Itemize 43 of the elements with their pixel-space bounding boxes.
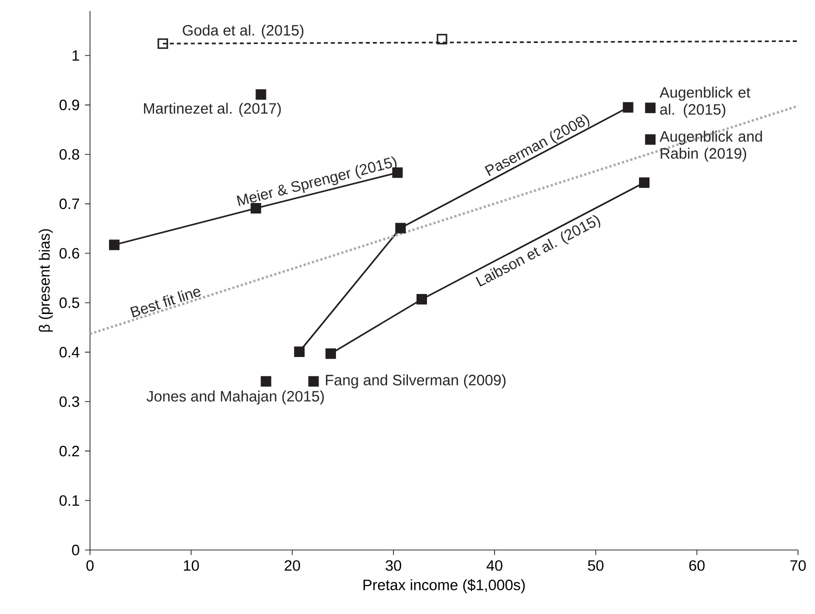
point: [645, 134, 656, 145]
point: [158, 38, 168, 49]
y-tick-label: 0.2: [60, 446, 80, 456]
x-tick-label: 70: [790, 560, 806, 571]
point: [109, 240, 120, 250]
x-tick-label: 10: [184, 560, 199, 571]
y-tick-label: 0.5: [60, 297, 80, 308]
point: [325, 348, 336, 359]
y-tick-label: 0.9: [60, 100, 80, 110]
point: [645, 102, 656, 114]
series-label: Augenblick and Rabin (2019): [660, 130, 762, 162]
x-tick-label: 20: [284, 560, 300, 571]
x-tick-label: 40: [486, 560, 502, 571]
text: Best fit line: [130, 288, 201, 318]
text: Meier & Sprenger (2015): [236, 156, 397, 206]
series-label: Augenblick et al. (2015): [660, 86, 750, 118]
point: [395, 222, 406, 234]
y-axis-title: β (present bias): [38, 229, 53, 332]
point: [622, 102, 634, 113]
series-label: Goda et al. (2015): [182, 24, 304, 39]
y-tick-label: 0.6: [60, 248, 80, 259]
point: [294, 346, 305, 357]
x-tick-label: 50: [588, 560, 604, 571]
x-tick-label: 0: [86, 560, 94, 571]
point: [308, 376, 319, 387]
series-label: Fang and Silverman (2009): [326, 374, 506, 388]
x-tick-label: 60: [689, 560, 705, 571]
y-tick-label: 0.3: [60, 396, 80, 407]
series-label: Martinezet al. (2017): [144, 102, 281, 117]
x-tick-label: 30: [386, 560, 402, 571]
series-label: Jones and Mahajan (2015): [146, 390, 324, 405]
y-tick-label: 0.8: [60, 149, 80, 160]
point: [639, 177, 650, 188]
y-tick-label: 0.4: [60, 346, 80, 358]
y-tick-label: 0.1: [60, 495, 80, 506]
y-tick-label: 0: [72, 544, 80, 556]
point: [256, 89, 266, 100]
point: [436, 34, 448, 44]
point: [416, 294, 428, 305]
y-tick-label: 0.7: [60, 198, 80, 210]
y-tick-label: 1: [72, 50, 80, 61]
x-axis-title: Pretax income ($1,000s): [364, 578, 525, 594]
point: [260, 376, 272, 387]
